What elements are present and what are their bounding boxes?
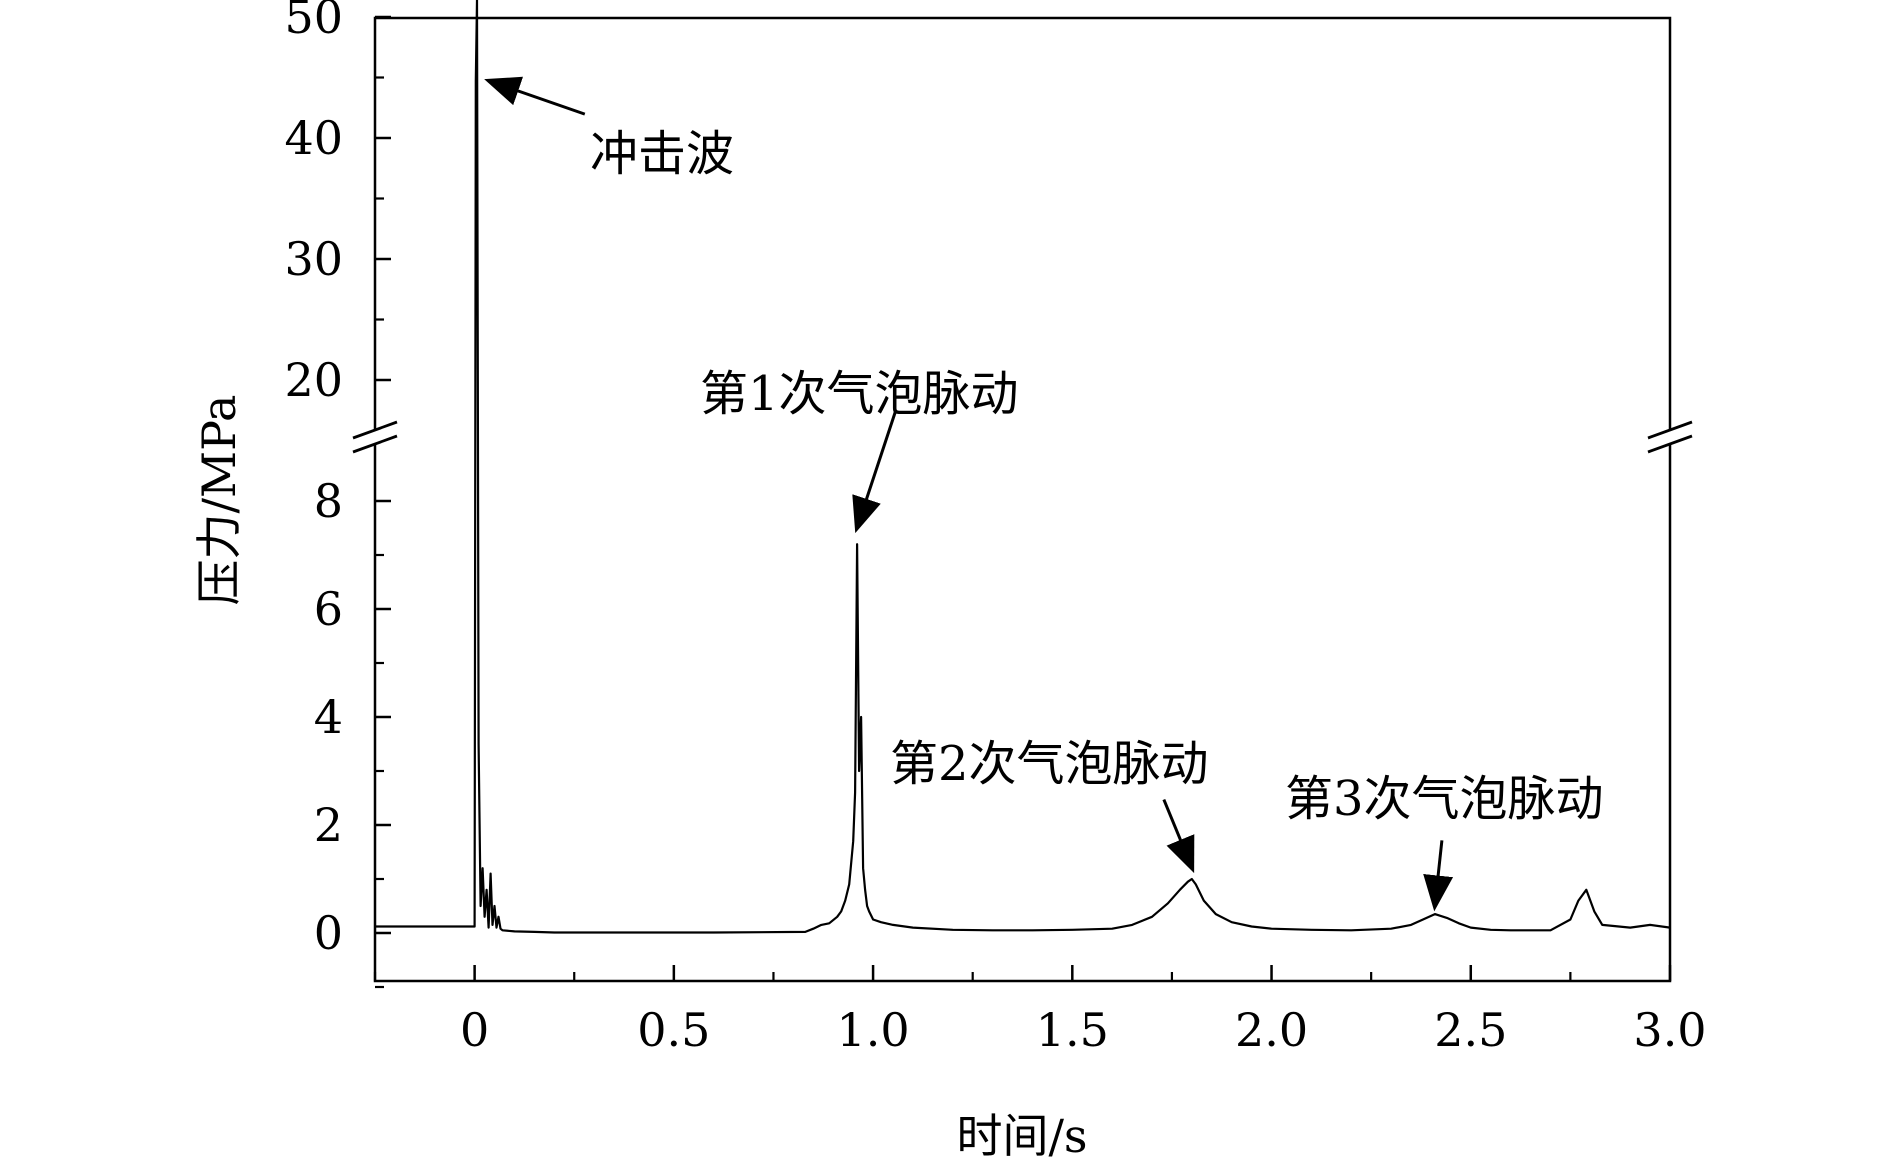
axis-break-slash	[1647, 434, 1693, 454]
y-tick-label: 2	[314, 798, 343, 852]
y-tick-label: 4	[314, 690, 343, 744]
x-tick-label: 0	[460, 1003, 489, 1057]
x-axis: 0 0.5 1.0 1.5 2.0 2.5 3.0	[373, 965, 1707, 1057]
axis-break-slash	[352, 434, 398, 454]
y-tick-label: 50	[284, 0, 343, 44]
y-axis: 0 2 4 6 8 20 30 40 50	[284, 0, 391, 989]
annotation-label: 第1次气泡脉动	[700, 366, 1019, 422]
axis-break-slash	[1647, 420, 1693, 440]
x-tick-label: 1.5	[1036, 1003, 1109, 1057]
axis-break-gap	[1662, 430, 1678, 444]
y-tick-label: 30	[284, 232, 343, 286]
annotation-label: 冲击波	[590, 126, 734, 182]
x-tick-label: 3.0	[1633, 1003, 1706, 1057]
annotation-arrow	[484, 76, 586, 116]
annotation-arrow	[1423, 840, 1454, 912]
axis-break-gap	[367, 430, 383, 444]
axis-break-marks	[352, 420, 1693, 454]
y-tick-label: 20	[284, 353, 343, 407]
pressure-series-line	[375, 0, 1671, 934]
annotation-label: 第2次气泡脉动	[890, 736, 1209, 792]
annotation-arrow	[1162, 799, 1195, 874]
y-tick-label: 6	[314, 582, 343, 636]
axis-break-slash	[352, 420, 398, 440]
y-tick-label: 0	[314, 906, 343, 960]
plot-frame	[373, 16, 1672, 983]
x-tick-label: 0.5	[637, 1003, 710, 1057]
x-tick-label: 2.5	[1434, 1003, 1507, 1057]
annotation-label: 第3次气泡脉动	[1285, 771, 1604, 827]
y-tick-label: 8	[314, 474, 343, 528]
x-tick-label: 1.0	[836, 1003, 909, 1057]
y-tick-label: 40	[284, 111, 343, 165]
x-tick-label: 2.0	[1235, 1003, 1308, 1057]
x-axis-label: 时间/s	[956, 1109, 1087, 1161]
y-axis-label: 压力/MPa	[192, 395, 246, 606]
annotation-arrow	[852, 411, 897, 534]
